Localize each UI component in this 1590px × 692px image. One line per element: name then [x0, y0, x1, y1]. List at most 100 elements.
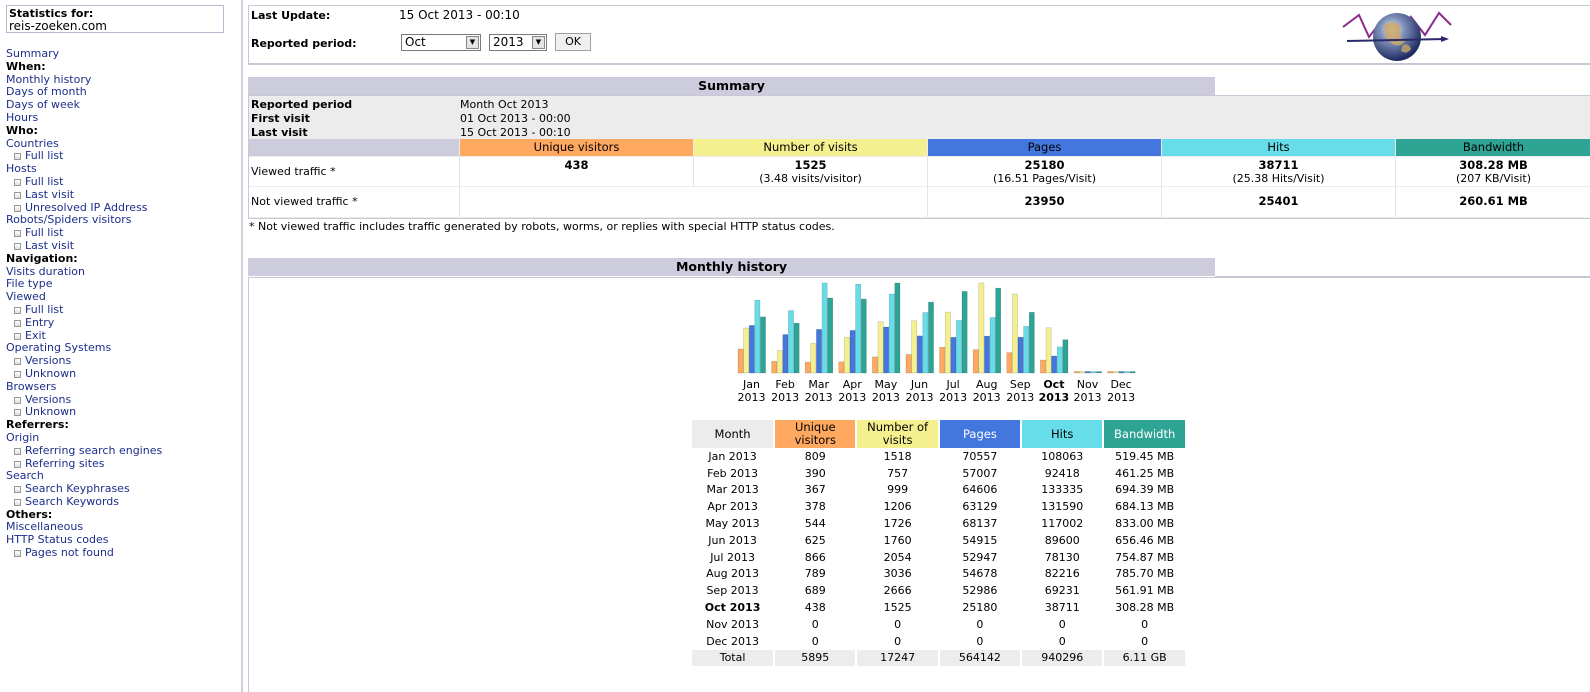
menu-item[interactable]: Robots/Spiders visitors [6, 213, 162, 227]
history-cell-bandwidth: 694.39 MB [1115, 483, 1175, 497]
menu-subitem[interactable]: Referring search engines [6, 444, 162, 458]
menu-subitem[interactable]: Referring sites [6, 457, 162, 471]
menu-subitem[interactable]: Search Keyphrases [6, 482, 162, 496]
menu-subitem[interactable]: Unknown [6, 405, 162, 419]
bar-pages-sep [1017, 336, 1024, 374]
sub-item-bullet-icon [14, 498, 21, 506]
menu-item-label: Origin [6, 430, 40, 444]
menu-subitem[interactable]: Versions [6, 354, 162, 368]
bar-pages-dec [1118, 371, 1125, 374]
bar-bandwidth-dec [1129, 371, 1136, 374]
menu-item[interactable]: Days of month [6, 85, 162, 99]
summary-header-spacer [249, 139, 459, 156]
x-tick-month: May [875, 378, 898, 391]
menu-item[interactable]: File type [6, 277, 162, 291]
divider [459, 157, 460, 217]
history-cell-visits: 1518 [883, 449, 912, 463]
menu-subitem[interactable]: Full list [6, 174, 162, 189]
x-tick-year: 2013 [872, 391, 900, 404]
menu-subitem[interactable]: Full list [6, 149, 162, 163]
table-row: May 2013 544 1726 68137 117002 833.00 MB [692, 515, 1185, 532]
menu-item[interactable]: Search [6, 469, 162, 483]
not-viewed-traffic-label: Not viewed traffic * [251, 195, 358, 208]
menu-subitem[interactable]: Pages not found [6, 546, 162, 560]
ok-button[interactable]: OK [555, 33, 591, 51]
menu-item-label: HTTP Status codes [6, 533, 109, 547]
menu-item[interactable]: Operating Systems [6, 341, 162, 355]
history-cell-pages: 0 [976, 617, 984, 631]
menu-item[interactable]: Summary [6, 47, 162, 61]
menu-subitem[interactable]: Search Keywords [6, 495, 162, 509]
bar-pages-oct [1051, 355, 1058, 374]
history-cell-visitors: 0 [811, 617, 819, 631]
not-viewed-traffic-row: Not viewed traffic * 23950 25401 260.61 … [249, 187, 1590, 217]
bar-bandwidth-oct [1062, 339, 1069, 374]
bar-hits-dec [1124, 371, 1130, 374]
bar-bandwidth-apr [860, 298, 867, 374]
menu-item[interactable]: Hours [6, 110, 162, 125]
menu-item-label: Full list [25, 174, 64, 188]
history-cell-month: Aug 2013 [706, 567, 760, 581]
menu-item[interactable]: Visits duration [6, 265, 162, 279]
bar-pages-jul [950, 337, 957, 374]
bar-hits-aug [989, 317, 996, 374]
menu-item-label: Full list [25, 149, 64, 163]
bar-visitors-mar [804, 361, 811, 374]
menu-item[interactable]: Monthly history [6, 73, 162, 87]
menu-subitem[interactable]: Full list [6, 303, 162, 317]
history-cell-hits: 92418 [1044, 466, 1080, 480]
viewed-pages-sub: (16.51 Pages/Visit) [992, 172, 1097, 185]
summary-first-visit-label: First visit [251, 112, 310, 125]
menu-subitem[interactable]: Last visit [6, 188, 162, 202]
menu-item[interactable]: Days of week [6, 98, 162, 112]
history-cell-month: Nov 2013 [706, 617, 760, 631]
year-select[interactable]: 2013 ▼ [489, 34, 547, 51]
menu-item[interactable]: Miscellaneous [6, 521, 162, 534]
x-tick-year: 2013 [838, 391, 866, 404]
menu-subitem[interactable]: Unknown [6, 367, 162, 381]
bar-hits-mar [821, 282, 828, 374]
menu-item[interactable]: Hosts [6, 162, 162, 176]
x-tick-month: Apr [843, 378, 863, 391]
monthly-history-body: Jan 2013 809 1518 70557 108063 519.45 MB Feb 2… [692, 448, 1185, 667]
bar-bandwidth-jan [760, 316, 766, 374]
menu-item-label: Hours [6, 110, 39, 124]
year-select-value: 2013 [493, 35, 524, 49]
chevron-down-icon[interactable]: ▼ [466, 36, 479, 49]
history-cell-month: Oct 2013 [704, 601, 761, 615]
menu-item-label: Browsers [6, 379, 57, 393]
menu-subitem[interactable]: Unresolved IP Address [6, 201, 162, 215]
summary-reported-period-label: Reported period [251, 98, 353, 111]
menu-item-label: Full list [25, 226, 64, 240]
bar-visits-apr [844, 336, 850, 374]
menu-item-label: Countries [6, 136, 59, 150]
menu-heading: Others: [6, 508, 162, 522]
history-cell-month: Jan 2013 [708, 449, 757, 463]
chevron-down-icon[interactable]: ▼ [532, 36, 545, 49]
x-tick-month: Dec [1110, 378, 1131, 391]
header-panel: Last Update: 15 Oct 2013 - 00:10 Reporte… [248, 5, 1590, 65]
menu-item-label: Operating Systems [6, 341, 112, 355]
menu-item[interactable]: Countries [6, 136, 162, 151]
sub-item-bullet-icon [14, 306, 21, 314]
bar-visits-dec [1112, 371, 1119, 374]
menu-item-label: Versions [25, 392, 72, 406]
sub-item-bullet-icon [14, 191, 21, 199]
menu-item[interactable]: Browsers [6, 379, 162, 394]
month-select[interactable]: Oct ▼ [401, 34, 481, 51]
menu-subitem[interactable]: Entry [6, 316, 162, 330]
history-cell-visitors: 544 [804, 517, 826, 531]
monthly-history-table: Month Unique visitors Number of visits Page… [690, 420, 1187, 667]
menu-subitem[interactable]: Versions [6, 392, 162, 407]
menu-subitem[interactable]: Full list [6, 226, 162, 240]
menu-item[interactable]: HTTP Status codes [6, 533, 162, 547]
bar-visits-nov [1079, 371, 1086, 374]
menu-subitem[interactable]: Last visit [6, 239, 162, 253]
history-col-pages: Pages [939, 420, 1021, 448]
history-cell-month: Sep 2013 [706, 584, 759, 598]
bar-pages-aug [984, 335, 990, 374]
history-cell-visits: 2054 [883, 550, 912, 564]
menu-subitem[interactable]: Exit [6, 329, 162, 343]
menu-item[interactable]: Viewed [6, 290, 162, 304]
menu-item[interactable]: Origin [6, 430, 162, 445]
